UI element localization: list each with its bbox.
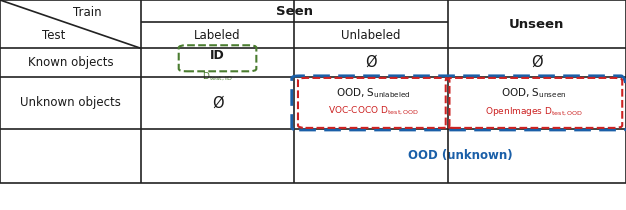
Text: D$_{\mathregular{test, ID}}$: D$_{\mathregular{test, ID}}$ bbox=[202, 71, 233, 83]
Text: Unknown objects: Unknown objects bbox=[20, 96, 121, 109]
Text: Test: Test bbox=[42, 29, 65, 42]
Text: Unlabeled: Unlabeled bbox=[341, 29, 401, 42]
Text: VOC-COCO D$_{\mathregular{test,OOD}}$: VOC-COCO D$_{\mathregular{test,OOD}}$ bbox=[328, 105, 419, 117]
Text: ID: ID bbox=[210, 49, 225, 62]
Text: OOD, S$_{\mathregular{unseen}}$: OOD, S$_{\mathregular{unseen}}$ bbox=[501, 87, 567, 100]
Text: Known objects: Known objects bbox=[28, 56, 113, 69]
Text: Unseen: Unseen bbox=[509, 18, 565, 31]
Text: OOD (unknown): OOD (unknown) bbox=[408, 150, 513, 162]
Text: Ø: Ø bbox=[531, 55, 543, 70]
Text: Ø: Ø bbox=[212, 95, 223, 110]
Text: OOD, S$_{\mathregular{unlabeled}}$: OOD, S$_{\mathregular{unlabeled}}$ bbox=[336, 87, 411, 100]
Text: Seen: Seen bbox=[275, 5, 313, 17]
Text: Train: Train bbox=[73, 6, 101, 19]
Text: Ø: Ø bbox=[365, 55, 377, 70]
Text: OpenImages D$_{\mathregular{test,OOD}}$: OpenImages D$_{\mathregular{test,OOD}}$ bbox=[485, 105, 583, 118]
Text: Labeled: Labeled bbox=[194, 29, 241, 42]
